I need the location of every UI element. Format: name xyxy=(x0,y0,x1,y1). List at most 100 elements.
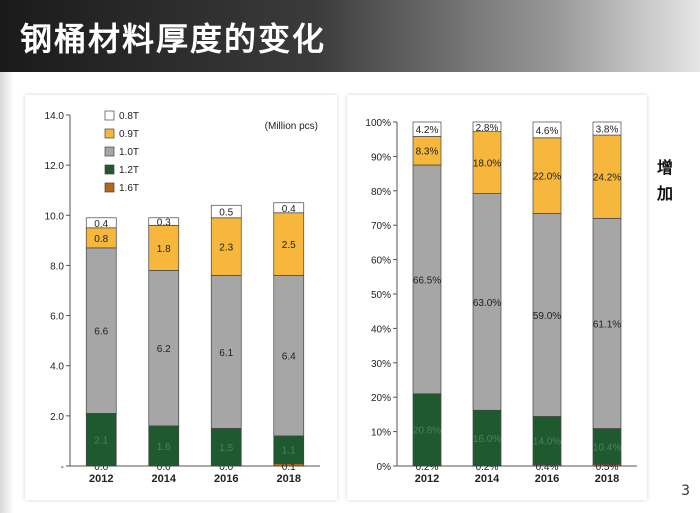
right-y-tick-label: 60% xyxy=(371,256,391,267)
right-y-tick-label: 40% xyxy=(371,324,391,335)
left-bar-segment-1.2T xyxy=(85,413,117,467)
right-bar-segment-0.8T xyxy=(412,121,442,137)
right-y-tick-label: 50% xyxy=(371,290,391,301)
right-data-label: 0.5% xyxy=(596,462,619,473)
left-bar-segment-0.8T xyxy=(273,202,305,214)
right-bar-segment-0.8T xyxy=(592,121,622,136)
left-data-label: 2.5 xyxy=(282,240,296,251)
legend-swatch-1.0T xyxy=(104,146,115,157)
left-data-label: 6.2 xyxy=(157,344,171,355)
right-data-label: 4.6% xyxy=(536,126,559,137)
right-y-tick-label: 100% xyxy=(365,118,391,129)
left-data-label: 0.4 xyxy=(94,219,108,230)
right-bar-segment-1.2T xyxy=(472,409,502,466)
right-x-tick-label: 2012 xyxy=(415,473,439,485)
left-data-label: 1.1 xyxy=(282,446,296,457)
page-title: 钢桶材料厚度的变化 xyxy=(20,20,327,58)
right-percentage-bar-chart: 0% 10% 20% 30% 40% 50% 60% 70% 80% 90% 100% 0.2% 20.… xyxy=(365,118,637,485)
right-data-label: 22.0% xyxy=(533,172,561,183)
left-stacked-bar-chart: - 2.0 4.0 6.0 8.0 10.0 12.0 14.0 0.0 2.1 6.6 0.8 0.4… xyxy=(45,110,320,485)
legend-label-0.8T: 0.8T xyxy=(119,111,139,122)
left-bar-segment-1.2T xyxy=(148,425,180,467)
increase-note: 增加 xyxy=(657,158,674,203)
right-y-tick-label: 20% xyxy=(371,393,391,404)
left-data-label: 1.6 xyxy=(157,442,171,453)
right-bar-segment-1.2T xyxy=(532,416,562,465)
left-bar-segment-0.8T xyxy=(210,204,242,219)
left-bar-segment-0.9T xyxy=(273,212,305,276)
page-number: 3 xyxy=(681,483,690,499)
left-data-label: 2.1 xyxy=(94,436,108,447)
left-data-label: 0.4 xyxy=(282,204,296,215)
right-y-tick-label: 80% xyxy=(371,187,391,198)
left-x-tick-label: 2016 xyxy=(214,473,238,485)
legend-swatch-0.9T xyxy=(104,128,115,139)
left-x-tick-label: 2014 xyxy=(152,473,177,485)
right-data-label: 16.0% xyxy=(473,434,501,445)
left-data-label: 1.5 xyxy=(219,443,233,454)
left-bar-segment-0.8T xyxy=(148,217,180,226)
left-data-label: 0.0 xyxy=(157,462,171,473)
legend-swatch-1.6T xyxy=(104,182,115,193)
left-x-tick-label: 2018 xyxy=(277,473,301,485)
right-bar-segment-0.9T xyxy=(412,136,442,166)
right-bar-segment-0.9T xyxy=(592,134,622,219)
right-data-label: 14.0% xyxy=(533,437,561,448)
left-data-label: 6.6 xyxy=(94,327,108,338)
right-x-tick-label: 2014 xyxy=(475,473,500,485)
right-bar-segment-1.0T xyxy=(472,193,502,411)
left-shade xyxy=(0,72,14,513)
right-data-label: 4.2% xyxy=(416,125,439,136)
unit-label: (Million pcs) xyxy=(265,121,318,132)
left-data-label: 6.4 xyxy=(282,352,296,363)
left-data-label: 1.8 xyxy=(157,244,171,255)
right-data-label: 0.2% xyxy=(476,462,499,473)
left-x-tick-label: 2012 xyxy=(89,473,113,485)
left-data-label: 2.3 xyxy=(219,243,233,254)
right-data-label: 66.5% xyxy=(413,275,441,286)
left-bar-segment-1.0T xyxy=(273,275,305,437)
right-bar-segment-0.8T xyxy=(472,121,502,132)
left-y-tick-label: 4.0 xyxy=(50,362,64,373)
left-data-label: 0.5 xyxy=(219,208,233,219)
left-data-label: 0.3 xyxy=(157,218,171,229)
left-data-label: 6.1 xyxy=(219,348,233,359)
left-data-label: 0.1 xyxy=(282,462,296,473)
left-y-tick-label: 14.0 xyxy=(45,111,65,122)
right-y-tick-label: 70% xyxy=(371,221,391,232)
left-y-tick-label: 8.0 xyxy=(50,261,64,272)
left-data-label: 0.0 xyxy=(94,462,108,473)
left-y-tick-label: 6.0 xyxy=(50,312,64,323)
left-bar-segment-1.0T xyxy=(85,247,117,414)
legend-label-1.0T: 1.0T xyxy=(119,147,139,158)
left-data-label: 0.8 xyxy=(94,234,108,245)
right-data-label: 24.2% xyxy=(593,173,621,184)
right-bar-segment-1.0T xyxy=(592,217,622,429)
right-data-label: 59.0% xyxy=(533,311,561,322)
right-x-tick-label: 2018 xyxy=(595,473,619,485)
right-data-label: 63.0% xyxy=(473,298,501,309)
right-data-label: 18.0% xyxy=(473,159,501,170)
right-data-label: 2.8% xyxy=(476,123,499,134)
right-data-label: 0.4% xyxy=(536,462,559,473)
right-y-tick-label: 10% xyxy=(371,428,391,439)
left-bar-segment-0.9T xyxy=(210,217,242,276)
right-data-label: 20.8% xyxy=(413,426,441,437)
legend-label-1.2T: 1.2T xyxy=(119,165,139,176)
left-bar-segment-0.8T xyxy=(85,217,117,229)
right-data-label: 3.8% xyxy=(596,125,619,136)
right-x-tick-label: 2016 xyxy=(535,473,559,485)
right-bar-segment-1.2T xyxy=(592,428,622,465)
right-data-label: 10.4% xyxy=(593,442,621,453)
title-bar: 钢桶材料厚度的变化 xyxy=(0,0,700,72)
right-chart-panel: 0% 10% 20% 30% 40% 50% 60% 70% 80% 90% 100% 0.2% 20.… xyxy=(347,95,647,500)
left-bar-segment-1.2T xyxy=(273,435,305,464)
right-y-tick-label: 30% xyxy=(371,359,391,370)
right-data-label: 61.1% xyxy=(593,319,621,330)
left-bar-segment-1.2T xyxy=(210,428,242,467)
left-bar-segment-1.0T xyxy=(148,270,180,427)
right-bar-segment-0.8T xyxy=(532,121,562,139)
right-y-tick-label: 0% xyxy=(377,462,392,473)
right-bar-segment-1.2T xyxy=(412,393,442,466)
left-y-tick-label: 10.0 xyxy=(45,211,65,222)
